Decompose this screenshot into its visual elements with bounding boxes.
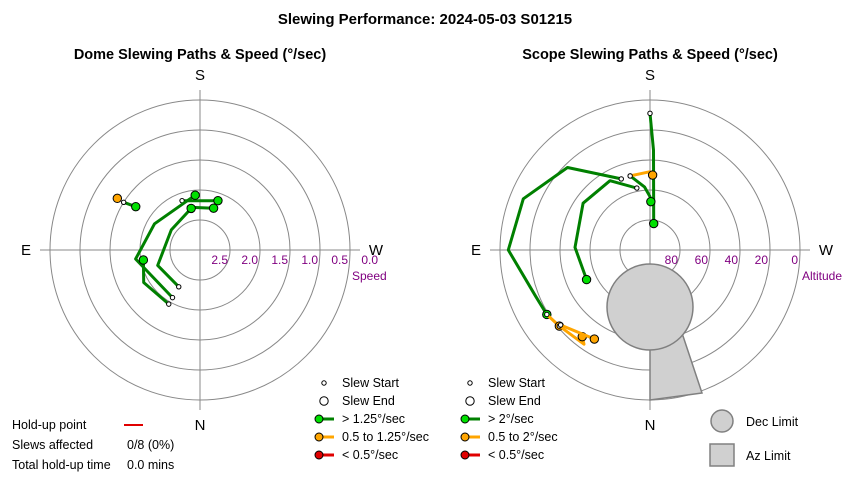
scope-slew-start-marker	[618, 176, 624, 182]
scope-slew-start-marker	[647, 110, 653, 117]
scope-radial-ticks: 80 60 40 20 0	[665, 253, 799, 267]
dome-legend-dot-medium	[314, 432, 324, 442]
dome-slew-end-marker	[112, 193, 123, 204]
dome-dir-left: E	[21, 242, 31, 259]
scope-legend-dot-medium	[460, 432, 470, 442]
dome-legend-label-2: > 1.25°/sec	[342, 412, 405, 426]
scope-legend-label-1: Slew End	[488, 394, 541, 408]
scope-legend-end-marker	[465, 396, 475, 406]
scope-tick-label: 20	[755, 253, 769, 267]
dome-legend-dot-slow	[314, 450, 324, 460]
scope-legend-label-4: < 0.5°/sec	[488, 448, 544, 462]
scope-chart-title: Scope Slewing Paths & Speed (°/sec)	[522, 47, 778, 63]
dome-legend-label-3: 0.5 to 1.25°/sec	[342, 430, 429, 444]
scope-slew-start-marker	[557, 322, 564, 328]
scope-legend-label-2: > 2°/sec	[488, 412, 534, 426]
scope-legend-dot-slow	[460, 450, 470, 460]
dome-slew-path-3	[156, 206, 193, 289]
dome-slew-end-marker	[190, 190, 200, 200]
dome-legend-label-0: Slew Start	[342, 376, 399, 390]
az-limit-label: Az Limit	[746, 449, 791, 463]
dome-legend-dot-fast	[314, 414, 324, 424]
dec-limit-label: Dec Limit	[746, 415, 799, 429]
scope-limit-zones	[606, 263, 703, 401]
dome-slew-paths	[112, 190, 223, 307]
scope-slew-paths	[506, 110, 659, 346]
scope-tick-label: 80	[665, 253, 679, 267]
holdup-slews-label: Slews affected	[12, 438, 93, 452]
scope-slew-end-marker	[649, 218, 659, 229]
limit-legend: Dec Limit Az Limit	[709, 409, 799, 467]
dome-slew-path-4	[141, 258, 171, 306]
dome-polar-grid	[40, 90, 360, 410]
scope-slew-path-1	[506, 166, 623, 316]
holdup-slews-value: 0/8 (0%)	[127, 438, 174, 452]
dome-radial-ticks: 2.5 2.0 1.5 1.0 0.5 0.0	[211, 253, 378, 267]
figure-title: Slewing Performance: 2024-05-03 S01215	[278, 11, 572, 28]
scope-slew-end-marker	[647, 170, 658, 180]
scope-slew-path-2	[628, 174, 653, 204]
scope-dir-left: E	[471, 242, 481, 259]
scope-legend-label-0: Slew Start	[488, 376, 545, 390]
dec-limit-icon	[710, 409, 734, 433]
scope-legend-label-3: 0.5 to 2°/sec	[488, 430, 558, 444]
scope-polar-chart: Scope Slewing Paths & Speed (°/sec) S N …	[471, 47, 842, 434]
dome-slew-end-marker	[138, 255, 149, 265]
scope-dir-top: S	[645, 67, 655, 84]
scope-slew-end-marker	[646, 196, 656, 207]
dome-slew-start-marker	[166, 301, 172, 307]
dome-tick-label: 1.0	[301, 253, 318, 267]
holdup-summary: Hold-up point Slews affected 0/8 (0%) To…	[12, 418, 174, 472]
dome-dir-bottom: N	[195, 417, 206, 434]
scope-tick-label: 0	[791, 253, 798, 267]
dome-slew-end-marker	[186, 203, 196, 214]
scope-slew-start-marker	[634, 185, 640, 191]
dome-tick-label: 1.5	[271, 253, 288, 267]
dome-legend-end-marker	[319, 396, 329, 406]
dome-legend-label-1: Slew End	[342, 394, 395, 408]
dome-dir-right: W	[369, 242, 384, 259]
dome-polar-chart: Dome Slewing Paths & Speed (°/sec) S N E…	[21, 47, 387, 434]
scope-slew-path-7	[559, 323, 596, 341]
dome-legend: Slew Start Slew End > 1.25°/sec 0.5 to 1.25…	[314, 376, 429, 462]
dome-slew-end-marker	[131, 201, 141, 212]
scope-legend: Slew Start Slew End > 2°/sec 0.5 to 2°/sec <…	[460, 376, 558, 462]
dome-dir-top: S	[195, 67, 205, 84]
dome-chart-title: Dome Slewing Paths & Speed (°/sec)	[74, 47, 327, 63]
scope-tick-label: 60	[695, 253, 709, 267]
dome-tick-label: 0.5	[331, 253, 348, 267]
dome-slew-start-marker	[176, 284, 182, 290]
az-limit-icon	[709, 443, 735, 467]
scope-dir-right: W	[819, 242, 834, 259]
scope-tick-label: 40	[725, 253, 739, 267]
dome-tick-label: 2.0	[241, 253, 258, 267]
dome-tick-label: 0.0	[361, 253, 378, 267]
dome-slew-start-marker	[120, 199, 127, 206]
scope-dir-bottom: N	[645, 417, 656, 434]
scope-slew-path-3	[573, 179, 639, 282]
scope-slew-start-marker	[544, 311, 550, 318]
holdup-total-value: 0.0 mins	[127, 458, 174, 472]
dome-slew-path-2	[134, 193, 197, 300]
scope-slew-end-marker	[589, 334, 600, 344]
scope-slew-end-marker	[581, 274, 592, 285]
scope-legend-start-marker	[467, 380, 473, 386]
dome-slew-end-marker	[208, 203, 219, 213]
holdup-point-label: Hold-up point	[12, 418, 87, 432]
dome-slew-start-marker	[169, 294, 176, 301]
scope-slew-start-marker	[627, 173, 633, 179]
scope-legend-dot-fast	[460, 414, 470, 424]
dome-radial-axis-label: Speed	[352, 269, 387, 283]
dome-legend-label-4: < 0.5°/sec	[342, 448, 398, 462]
scope-dec-limit-zone	[606, 263, 694, 351]
holdup-total-label: Total hold-up time	[12, 458, 111, 472]
scope-radial-axis-label: Altitude	[802, 269, 842, 283]
dome-legend-start-marker	[321, 380, 327, 386]
dome-tick-label: 2.5	[211, 253, 228, 267]
dome-slew-end-marker	[213, 195, 223, 206]
